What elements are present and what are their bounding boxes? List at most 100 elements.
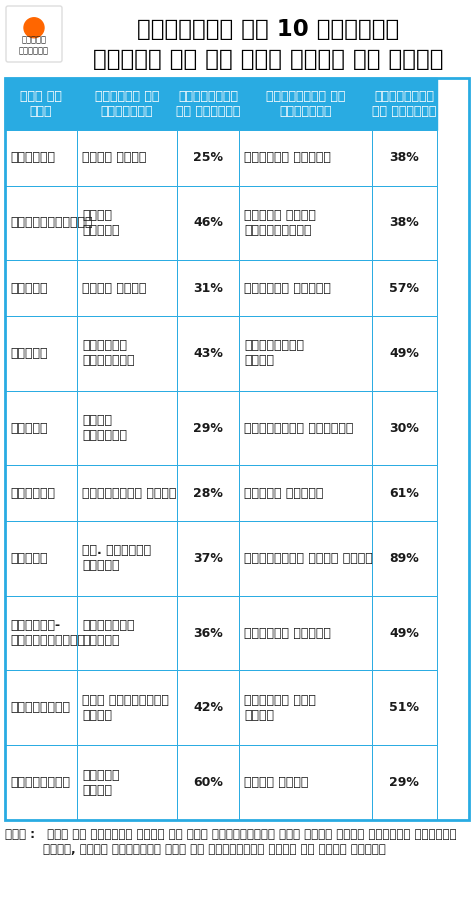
Text: 49%: 49%: [389, 627, 419, 640]
Bar: [239, 78, 372, 130]
Text: सीटों पर ये हैं जनता की पसंद: सीटों पर ये हैं जनता की पसंद: [93, 49, 444, 71]
Bar: [5, 186, 77, 261]
Bar: [239, 316, 372, 391]
Text: नोट :: नोट :: [5, 828, 35, 841]
Bar: [239, 745, 372, 820]
Bar: [372, 391, 437, 465]
Bar: [372, 316, 437, 391]
Text: 46%: 46%: [193, 216, 223, 229]
Text: हिसार: हिसार: [10, 346, 47, 360]
Text: राव इंद्रजीत
सिंह: राव इंद्रजीत सिंह: [82, 694, 169, 722]
Text: 29%: 29%: [389, 776, 419, 789]
Bar: [239, 391, 372, 465]
Text: कांग्रेस का
दावेदार: कांग्रेस का दावेदार: [266, 90, 345, 118]
Bar: [77, 78, 177, 130]
Text: 25%: 25%: [193, 152, 223, 164]
Bar: [77, 670, 177, 745]
Bar: [372, 745, 437, 820]
Text: संजय
भाटिया: संजय भाटिया: [82, 414, 127, 442]
Text: सीट पर पार्टी टिकट के सभी दावेदारों में जिसे सबसे ज्यादा समर्थन मिला, उसके आंकड़: सीट पर पार्टी टिकट के सभी दावेदारों में …: [43, 828, 456, 856]
Bar: [239, 130, 372, 186]
Text: 31%: 31%: [193, 281, 223, 295]
Text: सीट का
नाम: सीट का नाम: [20, 90, 62, 118]
Bar: [5, 391, 77, 465]
Text: जयप्रकाश
जेपी: जयप्रकाश जेपी: [244, 339, 304, 367]
Bar: [77, 465, 177, 521]
Text: रणदीप सिंह
सुरजेवाला: रणदीप सिंह सुरजेवाला: [244, 209, 316, 237]
Text: 51%: 51%: [389, 702, 419, 714]
Bar: [239, 521, 372, 595]
Text: 38%: 38%: [389, 152, 419, 164]
Bar: [5, 316, 77, 391]
Text: धर्मबीर
चौधरी: धर्मबीर चौधरी: [82, 619, 135, 647]
Bar: [177, 186, 239, 261]
Text: जसपाल अंतिल: जसपाल अंतिल: [244, 487, 324, 500]
Bar: [177, 670, 239, 745]
Bar: [77, 595, 177, 670]
Text: दावेदारी
पर समर्थन: दावेदारी पर समर्थन: [176, 90, 240, 118]
Bar: [177, 130, 239, 186]
Text: ललित नागर: ललित नागर: [244, 776, 309, 789]
Text: सिरसा: सिरसा: [10, 281, 47, 295]
Bar: [5, 78, 77, 130]
Text: सोनीपत: सोनीपत: [10, 487, 55, 500]
Bar: [77, 130, 177, 186]
Bar: [5, 521, 77, 595]
Text: 42%: 42%: [193, 702, 223, 714]
Bar: [77, 186, 177, 261]
Text: गुड़गांव: गुड़गांव: [10, 702, 70, 714]
Circle shape: [24, 18, 44, 38]
Text: 36%: 36%: [193, 627, 223, 640]
Bar: [239, 670, 372, 745]
Text: 37%: 37%: [193, 552, 223, 565]
Text: 28%: 28%: [193, 487, 223, 500]
Text: कुमारी शैलजा: कुमारी शैलजा: [244, 281, 331, 295]
Bar: [5, 595, 77, 670]
Bar: [5, 465, 77, 521]
Bar: [372, 78, 437, 130]
Text: कुमारी शैलजा: कुमारी शैलजा: [244, 152, 331, 164]
FancyBboxPatch shape: [6, 6, 62, 62]
Text: अंबाला: अंबाला: [10, 152, 55, 164]
Text: 60%: 60%: [193, 776, 223, 789]
Text: 57%: 57%: [389, 281, 419, 295]
Bar: [177, 521, 239, 595]
Bar: [177, 316, 239, 391]
Bar: [5, 78, 469, 820]
Text: 89%: 89%: [389, 552, 419, 565]
Text: बीजेपी का
दावेदार: बीजेपी का दावेदार: [95, 90, 159, 118]
Text: 61%: 61%: [389, 487, 419, 500]
Bar: [372, 261, 437, 316]
Text: दावेदारी
पर समर्थन: दावेदारी पर समर्थन: [372, 90, 436, 118]
Bar: [239, 261, 372, 316]
Text: 29%: 29%: [193, 421, 223, 435]
Text: भिवानी-
महेंद्रगढ़: भिवानी- महेंद्रगढ़: [10, 619, 85, 647]
Text: विपुल
गोयल: विपुल गोयल: [82, 769, 119, 796]
Text: योगेश्वर दत्त: योगेश्वर दत्त: [82, 487, 176, 500]
Bar: [372, 130, 437, 186]
Bar: [177, 391, 239, 465]
Bar: [239, 186, 372, 261]
Text: कुलदीप
बिश्नोई: कुलदीप बिश्नोई: [82, 339, 135, 367]
Bar: [372, 465, 437, 521]
Text: 30%: 30%: [389, 421, 419, 435]
Bar: [5, 261, 77, 316]
Text: डॉ. अरविंद
शर्मा: डॉ. अरविंद शर्मा: [82, 544, 151, 572]
Bar: [177, 78, 239, 130]
Text: 38%: 38%: [389, 216, 419, 229]
Text: फरीदाबाद: फरीदाबाद: [10, 776, 70, 789]
Bar: [372, 670, 437, 745]
Bar: [77, 316, 177, 391]
Text: दीपेंद्र सिंह हुडा: दीपेंद्र सिंह हुडा: [244, 552, 373, 565]
Bar: [239, 465, 372, 521]
Bar: [177, 595, 239, 670]
Bar: [77, 261, 177, 316]
Bar: [372, 595, 437, 670]
Text: नवीन
जिंदल: नवीन जिंदल: [82, 209, 119, 237]
Text: 43%: 43%: [193, 346, 223, 360]
Text: 49%: 49%: [389, 346, 419, 360]
Bar: [77, 391, 177, 465]
Bar: [77, 745, 177, 820]
Text: करनाल: करनाल: [10, 421, 47, 435]
Bar: [177, 465, 239, 521]
